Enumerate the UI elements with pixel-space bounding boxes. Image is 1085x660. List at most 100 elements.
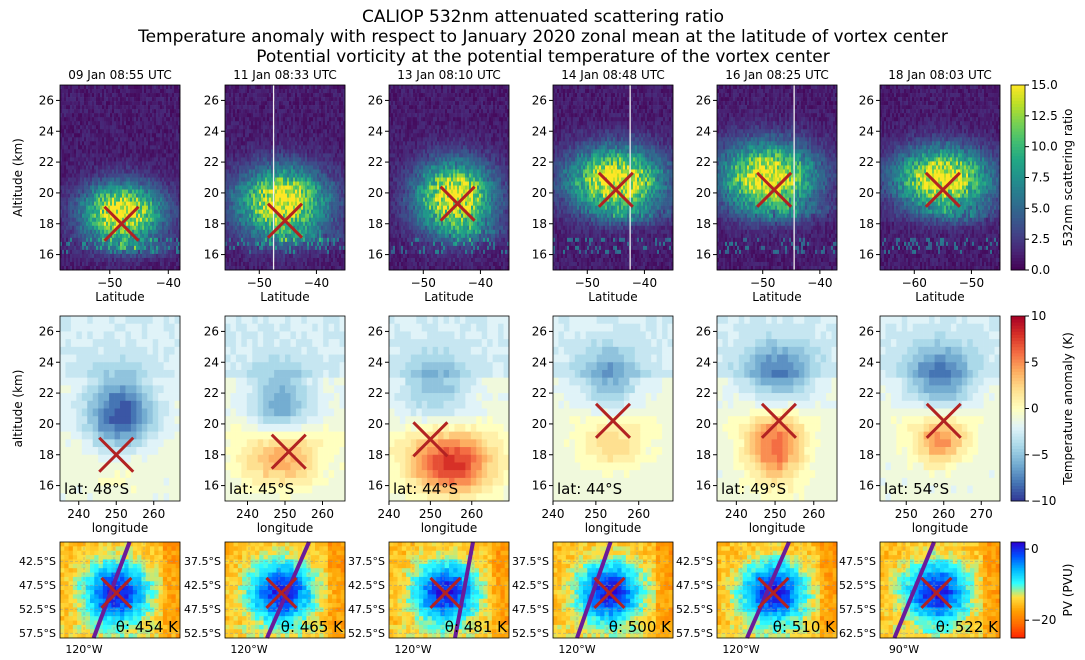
caliop-pixel [70, 117, 72, 121]
caliop-pixel [231, 186, 233, 190]
caliop-pixel [78, 101, 80, 105]
caliop-pixel [243, 173, 245, 177]
caliop-pixel [112, 178, 114, 182]
figure-title-line-2: Temperature anomaly with respect to Janu… [137, 27, 948, 47]
caliop-pixel [102, 117, 104, 121]
caliop-pixel [283, 246, 285, 250]
caliop-pixel [263, 85, 265, 89]
caliop-pixel [70, 226, 72, 230]
caliop-pixel [297, 117, 299, 121]
caliop-pixel [311, 85, 313, 89]
caliop-pixel [114, 125, 116, 129]
caliop-pixel [251, 101, 253, 105]
caliop-pixel [148, 250, 150, 254]
caliop-pixel [126, 178, 128, 182]
caliop-pixel [100, 182, 102, 186]
caliop-pixel [265, 121, 267, 125]
caliop-pixel [96, 178, 98, 182]
caliop-pixel [114, 133, 116, 137]
caliop-pixel [144, 198, 146, 202]
caliop-pixel [164, 218, 166, 222]
caliop-pixel [138, 129, 140, 133]
caliop-pixel [104, 218, 106, 222]
caliop-pixel [251, 250, 253, 254]
caliop-pixel [130, 105, 132, 109]
caliop-pixel [237, 125, 239, 129]
caliop-pixel [303, 93, 305, 97]
caliop-pixel [243, 210, 245, 214]
caliop-pixel [80, 133, 82, 137]
caliop-pixel [239, 129, 241, 133]
caliop-pixel [299, 173, 301, 177]
caliop-pixel [297, 173, 299, 177]
caliop-pixel [90, 210, 92, 214]
caliop-pixel [281, 137, 283, 141]
caliop-pixel [146, 194, 148, 198]
caliop-pixel [90, 121, 92, 125]
caliop-pixel [293, 109, 295, 113]
caliop-pixel [293, 246, 295, 250]
caliop-pixel [120, 230, 122, 234]
caliop-pixel [317, 234, 319, 238]
caliop-pixel [245, 230, 247, 234]
caliop-pixel [130, 137, 132, 141]
caliop-pixel [235, 117, 237, 121]
caliop-pixel [136, 182, 138, 186]
caliop-pixel [98, 141, 100, 145]
caliop-pixel [293, 105, 295, 109]
caliop-pixel [152, 161, 154, 165]
caliop-pixel [118, 262, 120, 266]
caliop-pixel [70, 190, 72, 194]
caliop-pixel [78, 109, 80, 113]
caliop-pixel [235, 178, 237, 182]
caliop-pixel [265, 149, 267, 153]
caliop-pixel [108, 153, 110, 157]
caliop-pixel [106, 109, 108, 113]
caliop-pixel [128, 121, 130, 125]
caliop-pixel [120, 89, 122, 93]
caliop-pixel [259, 137, 261, 141]
caliop-pixel [309, 202, 311, 206]
caliop-pixel [154, 202, 156, 206]
caliop-pixel [261, 101, 263, 105]
caliop-pixel [84, 173, 86, 177]
caliop-pixel [164, 258, 166, 262]
caliop-pixel [293, 117, 295, 121]
caliop-pixel [315, 145, 317, 149]
caliop-pixel [104, 258, 106, 262]
caliop-pixel [243, 85, 245, 89]
caliop-pixel [68, 125, 70, 129]
caliop-pixel [243, 153, 245, 157]
caliop-pixel [299, 85, 301, 89]
caliop-pixel [98, 210, 100, 214]
caliop-pixel [72, 178, 74, 182]
caliop-pixel [150, 153, 152, 157]
caliop-pixel [162, 85, 164, 89]
caliop-pixel [74, 161, 76, 165]
caliop-pixel [128, 194, 130, 198]
caliop-pixel [249, 182, 251, 186]
caliop-pixel [76, 198, 78, 202]
caliop-pixel [253, 109, 255, 113]
caliop-pixel [116, 117, 118, 121]
caliop-pixel [158, 230, 160, 234]
caliop-pixel [299, 141, 301, 145]
caliop-pixel [293, 182, 295, 186]
caliop-pixel [96, 230, 98, 234]
caliop-pixel [134, 222, 136, 226]
caliop-pixel [287, 242, 289, 246]
caliop-pixel [166, 109, 168, 113]
caliop-pixel [307, 113, 309, 117]
caliop-pixel [158, 186, 160, 190]
caliop-pixel [160, 234, 162, 238]
caliop-pixel [116, 182, 118, 186]
caliop-pixel [74, 254, 76, 258]
caliop-pixel [72, 198, 74, 202]
caliop-pixel [170, 178, 172, 182]
caliop-pixel [176, 109, 178, 113]
caliop-pixel [130, 206, 132, 210]
caliop-pixel [82, 105, 84, 109]
caliop-pixel [80, 113, 82, 117]
caliop-pixel [311, 214, 313, 218]
caliop-pixel [92, 161, 94, 165]
